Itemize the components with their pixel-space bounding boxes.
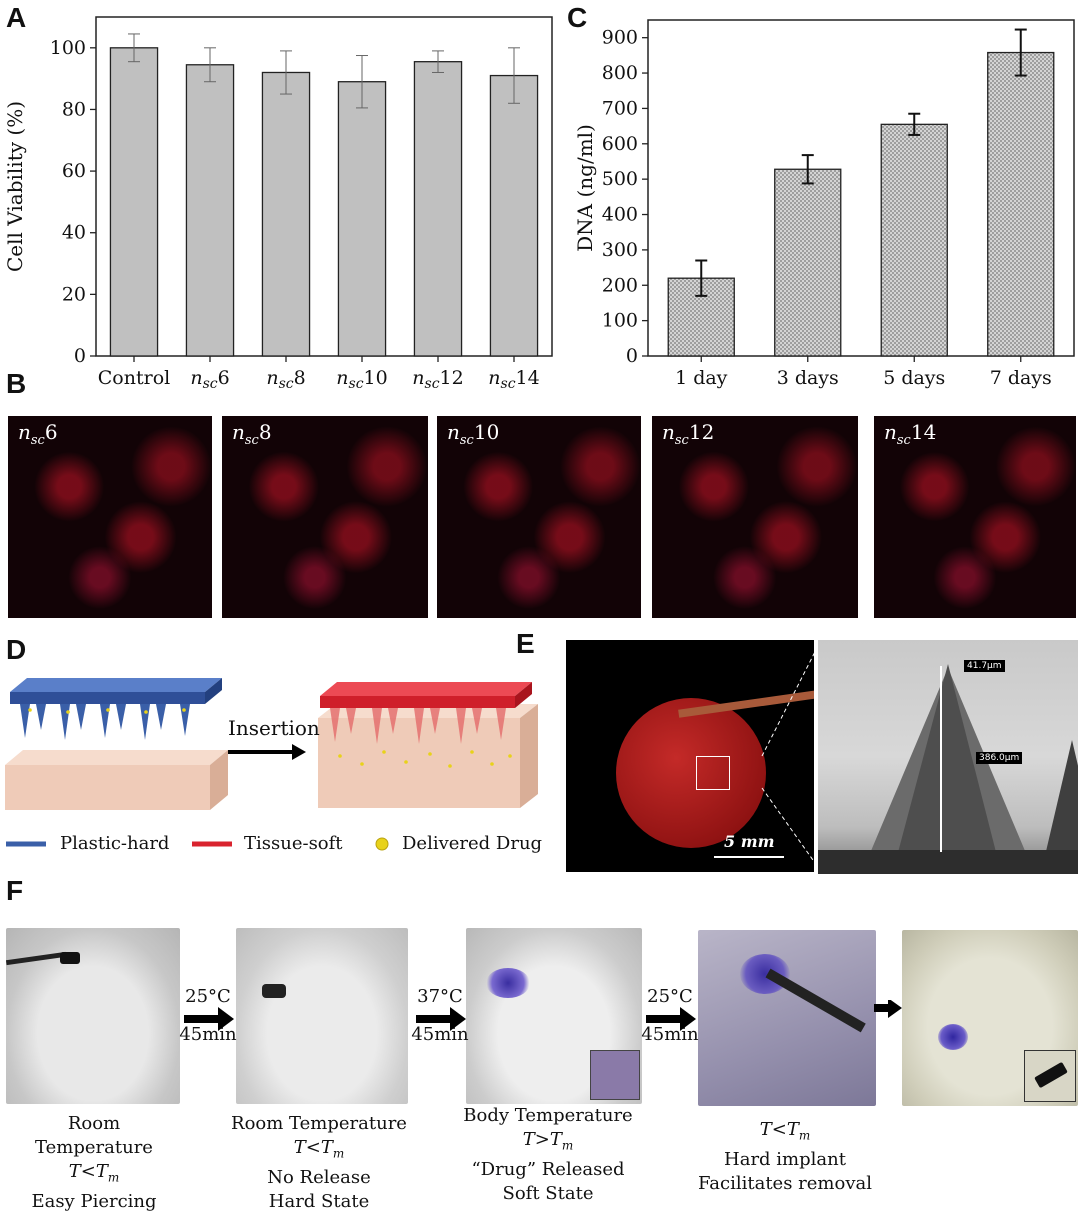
x-tick-label: 3 days: [777, 367, 839, 389]
skin-block-left-side: [210, 750, 228, 810]
plastic-needles: [20, 704, 190, 740]
photo-step-5: [902, 930, 1078, 1106]
x-tick-label: nsc6: [190, 367, 229, 392]
micrograph-nsc12: nsc12: [652, 416, 858, 618]
plastic-patch-front: [10, 692, 205, 704]
y-tick-label: 300: [602, 239, 638, 261]
photo-step-3: [466, 928, 642, 1104]
plastic-patch-side: [205, 678, 222, 704]
plot-frame: [95, 16, 553, 357]
step-caption-3: Body Temperature T>Tm “Drug” Released Soft …: [463, 1105, 633, 1204]
y-tick-label: 80: [62, 98, 86, 120]
panel-letter-e: E: [516, 628, 535, 659]
bar: [337, 81, 387, 357]
micrograph-nsc10: nsc10: [437, 416, 641, 618]
micrograph-nsc6: nsc6: [8, 416, 212, 618]
micrograph-label: nsc14: [884, 420, 937, 448]
x-tick-label: 5 days: [883, 367, 945, 389]
y-tick-label: 900: [602, 27, 638, 49]
step-caption-4: T<Tm Hard implant Facilitates removal: [698, 1119, 872, 1194]
chart-cell-viability: 0 20 40 60 80 100 Cell Viability (%) Control nsc…: [3, 16, 553, 392]
sem-image: 41.7μm 386.0μm: [818, 640, 1078, 874]
arrow-3-temp: 25°C: [647, 986, 693, 1007]
x-tick-label: nsc14: [488, 367, 539, 392]
y-tick-label: 0: [74, 345, 86, 367]
x-tick-label: Control: [98, 367, 170, 389]
skin-block-right-front: [318, 718, 520, 808]
step-caption-2: Room Temperature T<Tm No Release Hard State: [231, 1113, 407, 1212]
x-tick-label: 7 days: [990, 367, 1052, 389]
scale-bar-label: 5 mm: [724, 832, 775, 851]
insertion-label: Insertion: [228, 716, 320, 740]
y-tick-label: 100: [50, 37, 86, 59]
arrow-3-time: 45min: [641, 1024, 699, 1045]
y-tick-label: 20: [62, 283, 86, 305]
x-tick-label: nsc12: [412, 367, 463, 392]
bar: [261, 71, 311, 357]
bar: [880, 123, 948, 357]
bar: [185, 64, 235, 357]
skin-block-left-top: [5, 750, 228, 765]
panel-letter-c: C: [567, 2, 588, 33]
bar: [413, 61, 463, 357]
arrow-1-temp: 25°C: [185, 986, 231, 1007]
microneedle-schematic: [5, 678, 538, 851]
y-axis-label: DNA (ng/ml): [573, 124, 597, 252]
x-tick-label: 1 day: [675, 367, 728, 389]
skin-block-left-front: [5, 765, 210, 810]
y-axis-label: Cell Viability (%): [3, 101, 27, 272]
drug-dots-right: [338, 750, 512, 768]
x-tick-label: nsc10: [336, 367, 387, 392]
y-tick-label: 400: [602, 204, 638, 226]
legend-tissue-soft: Tissue-soft: [244, 833, 343, 854]
panel-letter-f: F: [6, 875, 24, 906]
tissue-needles: [330, 708, 506, 744]
sem-width-label: 41.7μm: [964, 660, 1005, 672]
micrograph-label: nsc8: [232, 420, 272, 448]
y-tick-label: 60: [62, 160, 86, 182]
y-tick-label: 500: [602, 168, 638, 190]
legend-plastic-hard: Plastic-hard: [60, 833, 170, 854]
y-tick-label: 700: [602, 97, 638, 119]
patch-photo: 5 mm: [566, 640, 814, 872]
bar: [489, 74, 539, 357]
x-tick-label: nsc8: [266, 367, 305, 392]
panel-letter-a: A: [6, 2, 27, 33]
panel-letter-b: B: [6, 368, 27, 399]
y-tick-label: 100: [602, 310, 638, 332]
legend-delivered-drug: Delivered Drug: [402, 833, 543, 854]
micrograph-label: nsc6: [18, 420, 58, 448]
y-tick-label: 200: [602, 274, 638, 296]
y-tick-label: 600: [602, 133, 638, 155]
y-tick-label: 800: [602, 62, 638, 84]
arrow-2-time: 45min: [411, 1024, 469, 1045]
y-tick-label: 40: [62, 222, 86, 244]
plot-frame: [647, 19, 1075, 357]
sem-height-label: 386.0μm: [976, 752, 1023, 764]
bar: [109, 47, 159, 357]
arrow-2-temp: 37°C: [417, 986, 463, 1007]
micrograph-nsc14: nsc14: [874, 416, 1076, 618]
micrograph-label: nsc12: [662, 420, 715, 448]
process-arrows: [184, 1000, 902, 1031]
drug-dots-left: [28, 708, 186, 714]
bar: [987, 51, 1055, 357]
photo-step-2: [236, 928, 408, 1104]
y-tick-label: 0: [626, 345, 638, 367]
arrow-1-time: 45min: [179, 1024, 237, 1045]
panel-letter-d: D: [6, 634, 27, 665]
photo-step-4: [698, 930, 876, 1106]
micrograph-label: nsc10: [447, 420, 500, 448]
photo-step-1: [6, 928, 180, 1104]
tissue-patch-front: [320, 696, 515, 708]
step-caption-1: Room Temperature T<Tm Easy Piercing: [31, 1113, 157, 1212]
bar: [774, 168, 842, 357]
plastic-patch-top: [10, 678, 222, 692]
micrograph-nsc8: nsc8: [222, 416, 428, 618]
tissue-patch-side: [515, 682, 532, 708]
tissue-patch-top: [320, 682, 532, 696]
skin-block-right-side: [520, 704, 538, 808]
chart-dna-content: 0 100 200 300 400 500 600 700 800 900 DNA (ng/ml) 1…: [573, 19, 1075, 389]
